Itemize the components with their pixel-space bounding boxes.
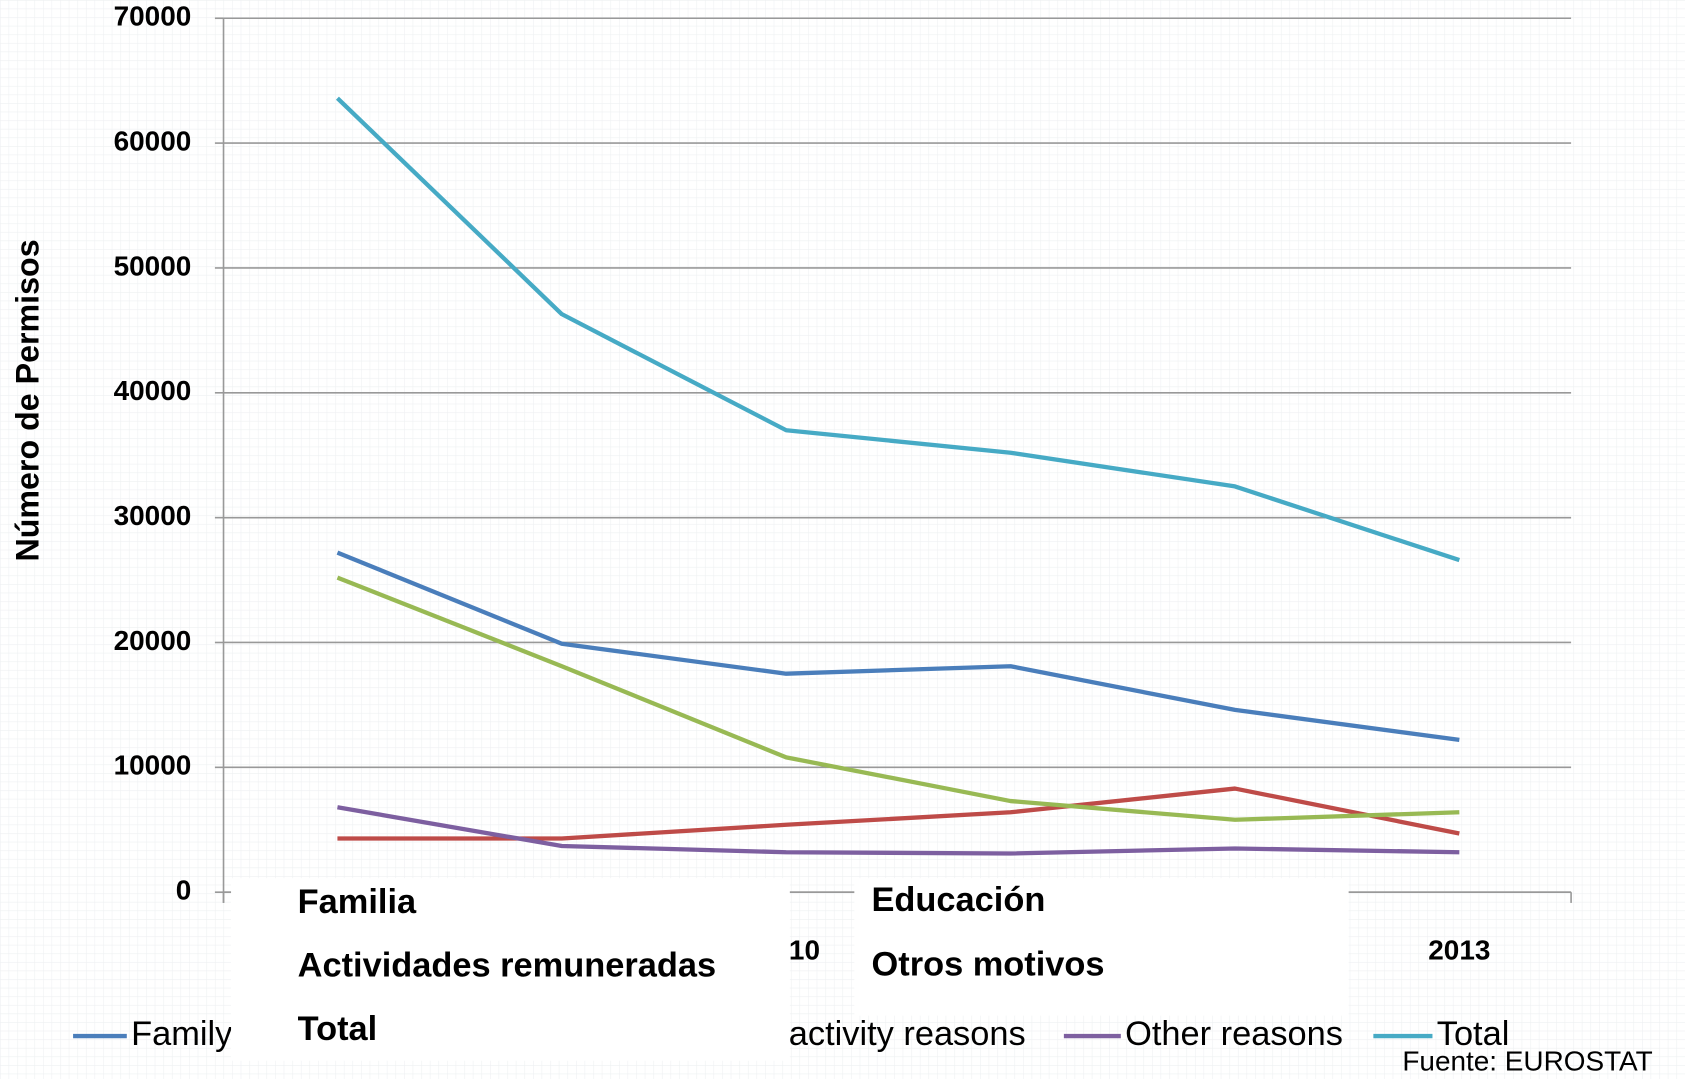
y-tick-label: 50000: [114, 250, 192, 281]
source: Fuente: EUROSTAT: [1402, 1045, 1652, 1076]
y-axis-title: Número de Permisos: [10, 239, 46, 561]
y-tick-label: 20000: [114, 625, 192, 656]
series-line: [336, 575, 1460, 822]
y-tick-label: 40000: [114, 375, 192, 406]
y-tick-label: 10000: [114, 750, 192, 781]
y-tick-label: 30000: [114, 500, 192, 531]
x-tick-label: 10: [789, 935, 820, 966]
y-tick-label: 70000: [114, 1, 192, 32]
y-tick-label: 0: [176, 875, 192, 906]
legend-label: activity reasons: [789, 1015, 1026, 1053]
series-line: [336, 550, 1460, 743]
overlay-label: Otros motivos: [872, 945, 1105, 983]
overlay-label: Familia: [298, 883, 417, 921]
overlay-box: [854, 878, 1349, 1016]
overlay-box: [231, 878, 790, 1061]
series-line: [335, 96, 1461, 563]
overlay-label: Actividades remuneradas: [298, 946, 716, 984]
legend-label: Total: [1437, 1015, 1510, 1053]
series-line: [337, 805, 1460, 856]
legend-label: Family: [131, 1015, 233, 1053]
overlay-label: Educación: [872, 881, 1046, 919]
x-tick-label: 2013: [1428, 935, 1490, 966]
y-tick-label: 60000: [114, 125, 192, 156]
overlay-label: Total: [298, 1010, 378, 1048]
legend-label: Other reasons: [1125, 1015, 1343, 1053]
